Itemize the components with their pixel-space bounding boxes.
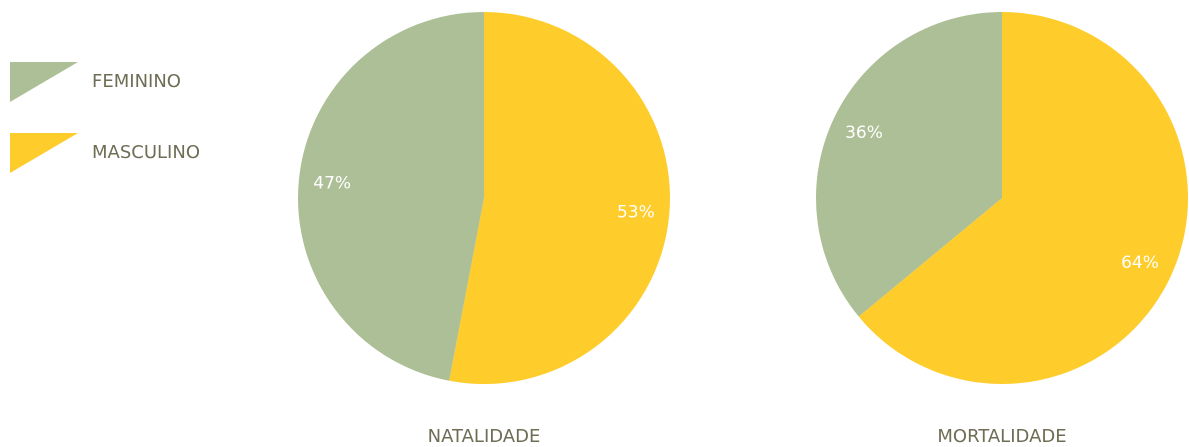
value-label: 47%: [313, 174, 351, 194]
legend-label: FEMININO: [92, 71, 181, 92]
chart-title: NATALIDADE: [428, 426, 541, 447]
legend-swatch: [10, 133, 78, 173]
pie-slice: [298, 12, 484, 381]
pie-slice: [449, 11, 670, 384]
legend-swatch: [10, 62, 78, 102]
value-label: 36%: [845, 123, 883, 143]
value-label: 53%: [617, 202, 655, 222]
pie-slice: [858, 12, 1188, 384]
pie-slice: [815, 11, 1002, 317]
legend-label: MASCULINO: [92, 142, 200, 163]
value-label: 64%: [1121, 253, 1159, 273]
chart-title: MORTALIDADE: [937, 426, 1066, 447]
